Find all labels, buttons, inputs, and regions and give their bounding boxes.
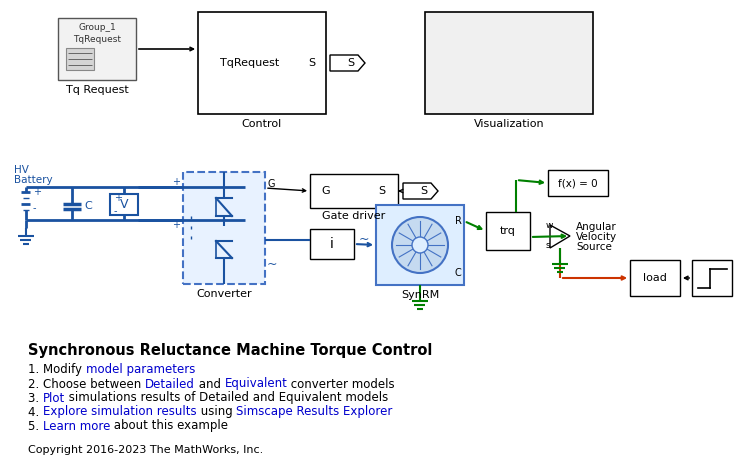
Text: -: -	[114, 206, 117, 216]
Text: Visualization: Visualization	[474, 119, 544, 129]
Text: Velocity: Velocity	[576, 232, 617, 242]
Text: HV: HV	[14, 165, 29, 175]
Bar	[692, 260, 732, 296]
Text: Learn more: Learn more	[43, 419, 110, 432]
Text: about this example: about this example	[110, 419, 228, 432]
Text: R: R	[455, 216, 462, 226]
Text: Battery: Battery	[14, 175, 53, 185]
Text: C: C	[84, 201, 92, 211]
Text: G: G	[322, 186, 331, 196]
Text: ~: ~	[267, 257, 278, 270]
Text: simulations results of Detailed and Equivalent models: simulations results of Detailed and Equi…	[65, 391, 389, 404]
Text: Source: Source	[576, 242, 612, 252]
Bar	[486, 212, 530, 250]
Text: +: +	[172, 220, 180, 230]
Polygon shape	[550, 225, 570, 248]
Text: G: G	[268, 179, 276, 189]
Bar	[310, 229, 354, 259]
Text: S: S	[347, 58, 355, 68]
Bar	[630, 260, 680, 296]
Text: Control: Control	[242, 119, 282, 129]
Text: Simscape Results Explorer: Simscape Results Explorer	[236, 405, 392, 418]
Circle shape	[412, 237, 428, 253]
Text: +: +	[33, 187, 41, 197]
Text: Plot: Plot	[43, 391, 65, 404]
Bar	[110, 194, 138, 215]
Bar	[548, 170, 608, 196]
Text: +: +	[172, 177, 180, 187]
Text: f(x) = 0: f(x) = 0	[558, 178, 598, 188]
Text: w: w	[546, 220, 553, 229]
Text: S: S	[420, 186, 428, 196]
Text: S: S	[309, 58, 316, 68]
Text: and: and	[195, 377, 224, 390]
Bar	[183, 172, 265, 284]
Text: trq: trq	[500, 226, 516, 236]
Text: TqRequest: TqRequest	[73, 35, 121, 43]
Bar	[310, 174, 398, 208]
Text: 2. Choose between: 2. Choose between	[28, 377, 145, 390]
Bar	[58, 18, 136, 80]
Text: ~: ~	[359, 233, 370, 246]
Text: S: S	[379, 186, 386, 196]
Text: +: +	[114, 193, 122, 203]
Polygon shape	[403, 183, 438, 199]
Text: s: s	[546, 241, 550, 250]
Bar	[198, 12, 326, 114]
Text: Tq Request: Tq Request	[66, 85, 128, 95]
Text: TqRequest: TqRequest	[220, 58, 279, 68]
Text: Equivalent: Equivalent	[224, 377, 288, 390]
Text: Explore simulation results: Explore simulation results	[43, 405, 197, 418]
Text: SynRM: SynRM	[401, 290, 439, 300]
Text: Copyright 2016-2023 The MathWorks, Inc.: Copyright 2016-2023 The MathWorks, Inc.	[28, 445, 264, 455]
Text: converter models: converter models	[288, 377, 395, 390]
Text: model parameters: model parameters	[86, 363, 195, 376]
Text: 1. Modify: 1. Modify	[28, 363, 86, 376]
Text: 5.: 5.	[28, 419, 43, 432]
Text: load: load	[643, 273, 667, 283]
Text: Detailed: Detailed	[145, 377, 195, 390]
Text: Synchronous Reluctance Machine Torque Control: Synchronous Reluctance Machine Torque Co…	[28, 342, 432, 358]
Bar	[66, 48, 94, 70]
Polygon shape	[330, 55, 365, 71]
Text: Group_1: Group_1	[78, 23, 116, 33]
Text: Gate driver: Gate driver	[322, 211, 386, 221]
Text: C: C	[455, 268, 462, 278]
Bar	[425, 12, 593, 114]
Text: 3.: 3.	[28, 391, 43, 404]
Circle shape	[392, 217, 448, 273]
Bar	[376, 205, 464, 285]
Text: Converter: Converter	[197, 289, 252, 299]
Text: 4.: 4.	[28, 405, 43, 418]
Text: -: -	[33, 203, 36, 213]
Text: using: using	[197, 405, 236, 418]
Text: i: i	[330, 237, 334, 251]
Text: V: V	[120, 198, 128, 211]
Text: Angular: Angular	[576, 222, 617, 232]
